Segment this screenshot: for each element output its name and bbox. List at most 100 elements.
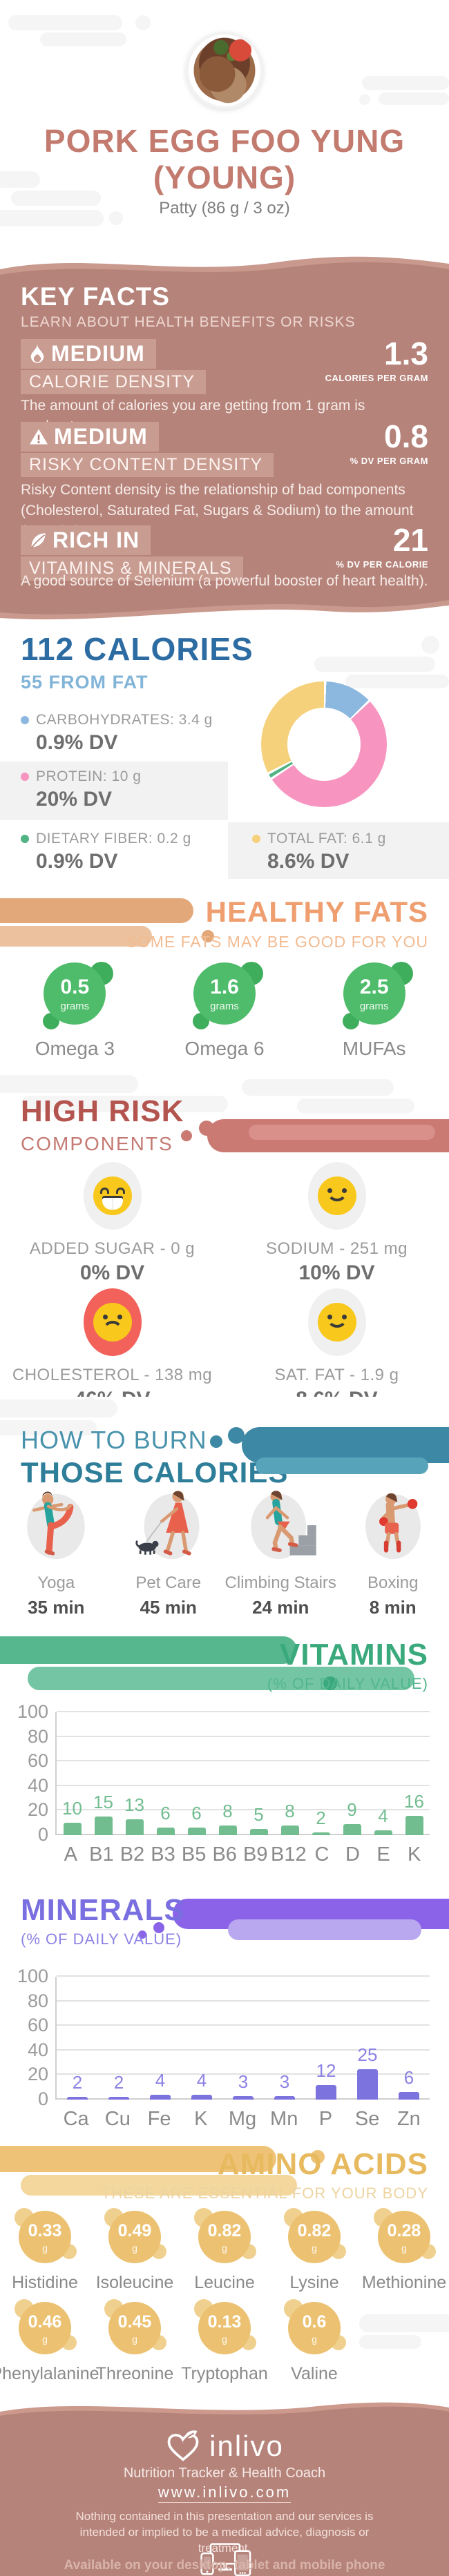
bar-K: 4: [181, 2070, 222, 2100]
page-title: PORK EGG FOO YUNG (YOUNG): [44, 123, 405, 195]
legend-item-protein: PROTEIN: 10 g 20% DV: [21, 768, 141, 811]
legend-dv: 8.6% DV: [267, 850, 350, 873]
bar-value: 15: [93, 1792, 113, 1813]
calories-section: 112 CALORIES 55 FROM FAT CARBOHYDRATES: …: [0, 623, 449, 891]
decor-cloud: [379, 93, 449, 105]
decor-blob: [249, 1125, 435, 1140]
y-axis-tick: 20: [27, 1799, 48, 1821]
amino-blob: 0.33 g: [15, 2208, 77, 2265]
yoga-illustration: [27, 1491, 86, 1560]
flame-icon: [30, 343, 44, 363]
bar-value: 4: [155, 2069, 166, 2091]
amino-label: Valine: [291, 2364, 338, 2383]
y-axis-tick: 40: [27, 2039, 48, 2060]
x-axis-label: D: [345, 1843, 360, 1866]
risk-item-added-sugar: ADDED SUGAR - 0 g 0% DV: [0, 1162, 224, 1285]
bar-value: 5: [254, 1804, 264, 1826]
sad-emoji-icon: [83, 1288, 142, 1356]
gridline: 40: [28, 2040, 430, 2060]
x-axis-label: A: [64, 1843, 77, 1866]
decor-cloud: [297, 1098, 414, 1114]
x-axis-label: K: [408, 1843, 421, 1866]
amino-unit: g: [312, 2242, 317, 2254]
amino-label: Isoleucine: [95, 2273, 174, 2292]
decor-cloud: [8, 15, 122, 30]
bar: [280, 1825, 299, 1835]
legend-dv: 20% DV: [36, 788, 113, 811]
fat-label: Omega 6: [184, 1038, 265, 1059]
fat-value: 1.6: [210, 975, 239, 998]
fact-value: 1.3: [384, 336, 428, 371]
decor-cloud: [21, 1096, 228, 1112]
bar-value: 16: [404, 1790, 424, 1812]
fat-blob: 1.6 grams: [191, 960, 263, 1029]
amino-blob: 0.6 g: [284, 2299, 346, 2356]
y-axis-tick: 80: [27, 1725, 48, 1747]
wave-shape: [0, 256, 449, 278]
bar-B9: 5: [243, 1804, 274, 1835]
fat-blob-face: 2.5 grams: [343, 962, 405, 1025]
decor-cloud: [0, 210, 104, 226]
amino-blob: 0.13 g: [194, 2299, 256, 2356]
bar-K: 16: [399, 1791, 430, 1835]
decor-cloud: [421, 636, 439, 654]
healthy-fats-title: HEALTHY FATS: [205, 895, 428, 928]
legend-label: DIETARY FIBER: 0.2 g: [36, 831, 191, 846]
amino-label: Tryptophan: [181, 2364, 268, 2383]
bar-value: 25: [357, 2044, 378, 2065]
fact-unit: % DV PER CALORIE: [336, 559, 428, 570]
healthy-fats-section: HEALTHY FATS SOME FATS MAY BE GOOD FOR Y…: [0, 879, 449, 1079]
bar: [233, 2095, 254, 2100]
legend-stripe: [0, 762, 228, 820]
gridline: 0: [38, 1824, 430, 1845]
vitamins-bar-chart: 0 20 40 60 80 100 10 15 13 6 6 8 5 8 2 9 4 16 A B1 B2 B3 B5 B6 B…: [0, 1701, 449, 1866]
amino-acids-title: AMINO ACIDS: [217, 2147, 428, 2181]
decor-cloud: [359, 94, 370, 105]
decor-blob: [0, 898, 193, 923]
footer-section: inlivo Nutrition Tracker & Health Coach …: [0, 2420, 449, 2576]
bar: [249, 1829, 268, 1835]
x-axis-label: Zn: [397, 2108, 421, 2130]
x-axis-label: K: [194, 2108, 208, 2130]
decor-cloud: [359, 2335, 421, 2349]
bar-value: 2: [113, 2072, 124, 2093]
legend-dv: 0.9% DV: [36, 731, 118, 754]
amino-value: 0.45: [117, 2312, 152, 2332]
bar: [150, 2094, 171, 2100]
activity-time: 24 min: [252, 1597, 309, 1618]
decor-blob: [138, 1930, 146, 1939]
healthy-fats-items: 0.5 grams Omega 3 1.6 grams Omega 6: [0, 960, 449, 1060]
amino-item-histidine: 0.33 g Histidine: [0, 2208, 90, 2293]
gridline: 80: [28, 1726, 430, 1747]
bar-A: 10: [57, 1798, 88, 1835]
amino-blob: 0.46 g: [15, 2299, 77, 2356]
decor-cloud: [359, 2314, 449, 2332]
website-link[interactable]: www.inlivo.com: [157, 2483, 292, 2503]
x-axis-label: B6: [212, 1843, 237, 1866]
vitamins-subtitle: (% OF DAILY VALUE): [267, 1675, 428, 1692]
gridline: 20: [28, 2064, 430, 2084]
footer-disclaimer: Nothing contained in this presentation a…: [75, 2510, 374, 2555]
activity-boxing: Boxing 8 min: [337, 1485, 449, 1618]
fact-description: A good source of Selenium (a powerful bo…: [21, 573, 428, 589]
risk-item-sat-fat: SAT. FAT - 1.9 g 8.6% DV: [224, 1288, 449, 1411]
decor-cloud: [0, 1075, 138, 1093]
gridline: 100: [17, 1701, 430, 1722]
decor-cloud: [362, 76, 449, 90]
decor-blob: [228, 1427, 245, 1444]
legend-dot: [252, 835, 260, 843]
amino-unit: g: [401, 2242, 407, 2254]
bar-value: 13: [124, 1794, 144, 1815]
fat-blob: 2.5 grams: [341, 960, 413, 1029]
decor-cloud: [83, 1397, 97, 1411]
bar-B1: 15: [88, 1792, 119, 1835]
amino-blob: 0.82 g: [284, 2208, 346, 2265]
amino-label: Histidine: [12, 2273, 78, 2292]
key-facts-section: KEY FACTS LEARN ABOUT HEALTH BENEFITS OR…: [0, 278, 449, 596]
decor-blob: [242, 1427, 449, 1463]
amino-item-isoleucine: 0.49 g Isoleucine: [90, 2208, 180, 2293]
legend-dot: [21, 716, 29, 724]
bar: [374, 1830, 392, 1835]
healthy-fats-subtitle: SOME FATS MAY BE GOOD FOR YOU: [126, 933, 428, 951]
fat-item-mufas: 2.5 grams MUFAs: [299, 960, 449, 1060]
